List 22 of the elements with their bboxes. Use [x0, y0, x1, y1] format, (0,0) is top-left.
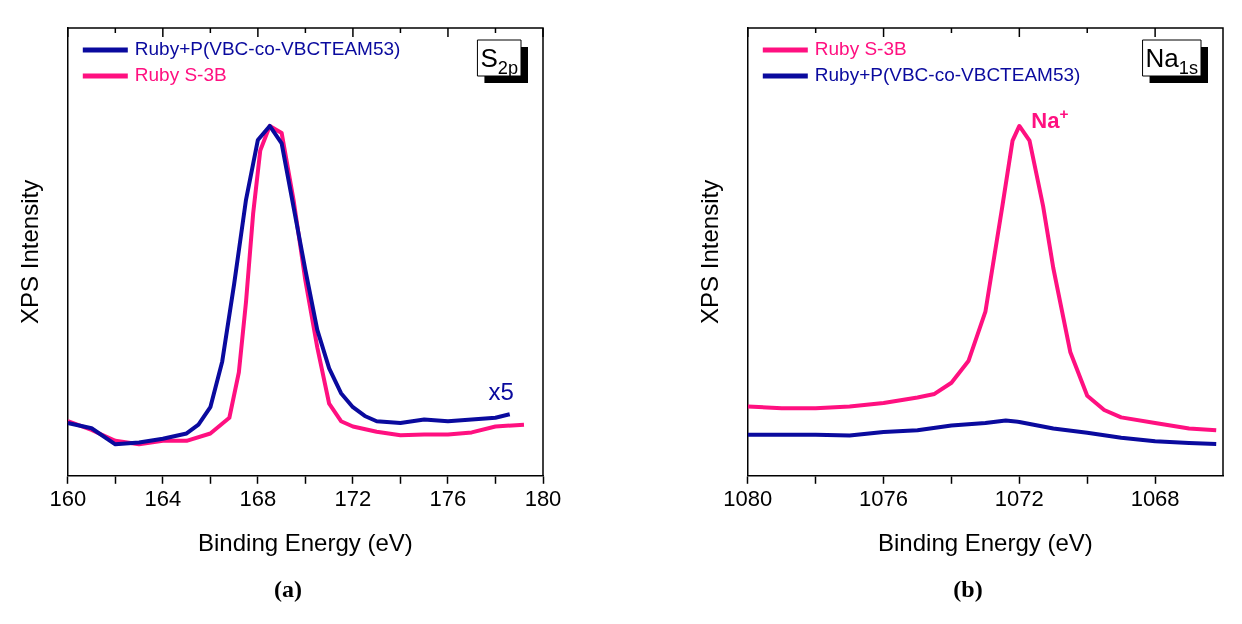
- annotation: x5: [488, 378, 514, 406]
- x-tick-label: 1076: [859, 486, 909, 512]
- legend-label: Ruby+P(VBC-co-VBCTEAM53): [814, 64, 1081, 86]
- x-tick-label: 1072: [994, 486, 1044, 512]
- x-tick-label: 180: [524, 486, 562, 512]
- legend-label: Ruby+P(VBC-co-VBCTEAM53): [134, 38, 401, 60]
- x-tick-label: 1080: [723, 486, 773, 512]
- x-tick-label: 168: [239, 486, 277, 512]
- x-tick-label: 160: [49, 486, 87, 512]
- x-axis-title: Binding Energy (eV): [878, 529, 1093, 557]
- x-tick-label: 176: [429, 486, 467, 512]
- y-axis-title: XPS Intensity: [696, 179, 724, 324]
- text: (b): [952, 576, 984, 603]
- x-tick-label: 164: [144, 486, 182, 512]
- legend-label: Ruby S-3B: [814, 38, 907, 60]
- annotation: Na+: [1031, 105, 1069, 133]
- x-tick-label: 1068: [1130, 486, 1180, 512]
- y-axis-title: XPS Intensity: [16, 179, 44, 324]
- text: (a): [273, 576, 303, 603]
- x-tick-label: 172: [334, 486, 372, 512]
- x-axis-title: Binding Energy (eV): [198, 529, 413, 557]
- legend-label: Ruby S-3B: [134, 64, 227, 86]
